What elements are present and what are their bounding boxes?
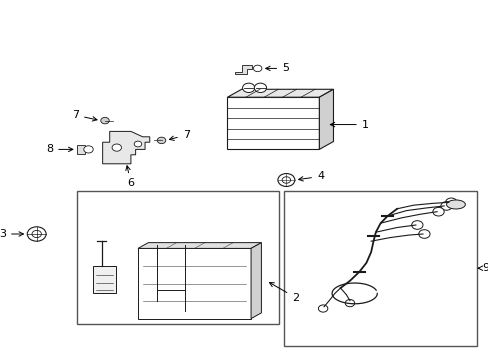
Circle shape (253, 65, 262, 72)
Circle shape (418, 230, 429, 238)
Text: 6: 6 (125, 166, 134, 188)
Text: 7: 7 (169, 130, 189, 140)
Text: 5: 5 (265, 63, 288, 73)
Bar (93, 266, 116, 293)
Circle shape (27, 227, 46, 241)
Circle shape (32, 230, 41, 238)
Circle shape (112, 144, 121, 151)
Polygon shape (138, 248, 250, 319)
Circle shape (101, 117, 109, 124)
Circle shape (445, 198, 456, 207)
Text: 3: 3 (0, 229, 23, 239)
Circle shape (242, 83, 254, 93)
Circle shape (432, 207, 443, 216)
Circle shape (277, 174, 294, 186)
Circle shape (440, 202, 451, 210)
Circle shape (345, 300, 354, 307)
Text: 4: 4 (298, 171, 324, 181)
Text: 1: 1 (329, 120, 368, 130)
Circle shape (411, 221, 422, 229)
Polygon shape (227, 97, 319, 149)
Text: 8: 8 (46, 144, 73, 154)
Polygon shape (138, 243, 261, 248)
Circle shape (157, 137, 165, 144)
Polygon shape (250, 243, 261, 319)
Polygon shape (319, 89, 333, 149)
Text: 9: 9 (477, 263, 488, 273)
Circle shape (254, 83, 266, 93)
Circle shape (134, 141, 142, 147)
Polygon shape (227, 89, 333, 97)
Polygon shape (235, 65, 251, 74)
Bar (284, 191, 476, 346)
Text: 2: 2 (269, 283, 299, 302)
Ellipse shape (446, 200, 465, 209)
Circle shape (318, 305, 327, 312)
Circle shape (282, 177, 290, 183)
Bar (77, 191, 279, 324)
Circle shape (83, 146, 93, 153)
Bar (77, 145, 85, 154)
Text: 7: 7 (72, 110, 97, 121)
Polygon shape (102, 131, 149, 164)
